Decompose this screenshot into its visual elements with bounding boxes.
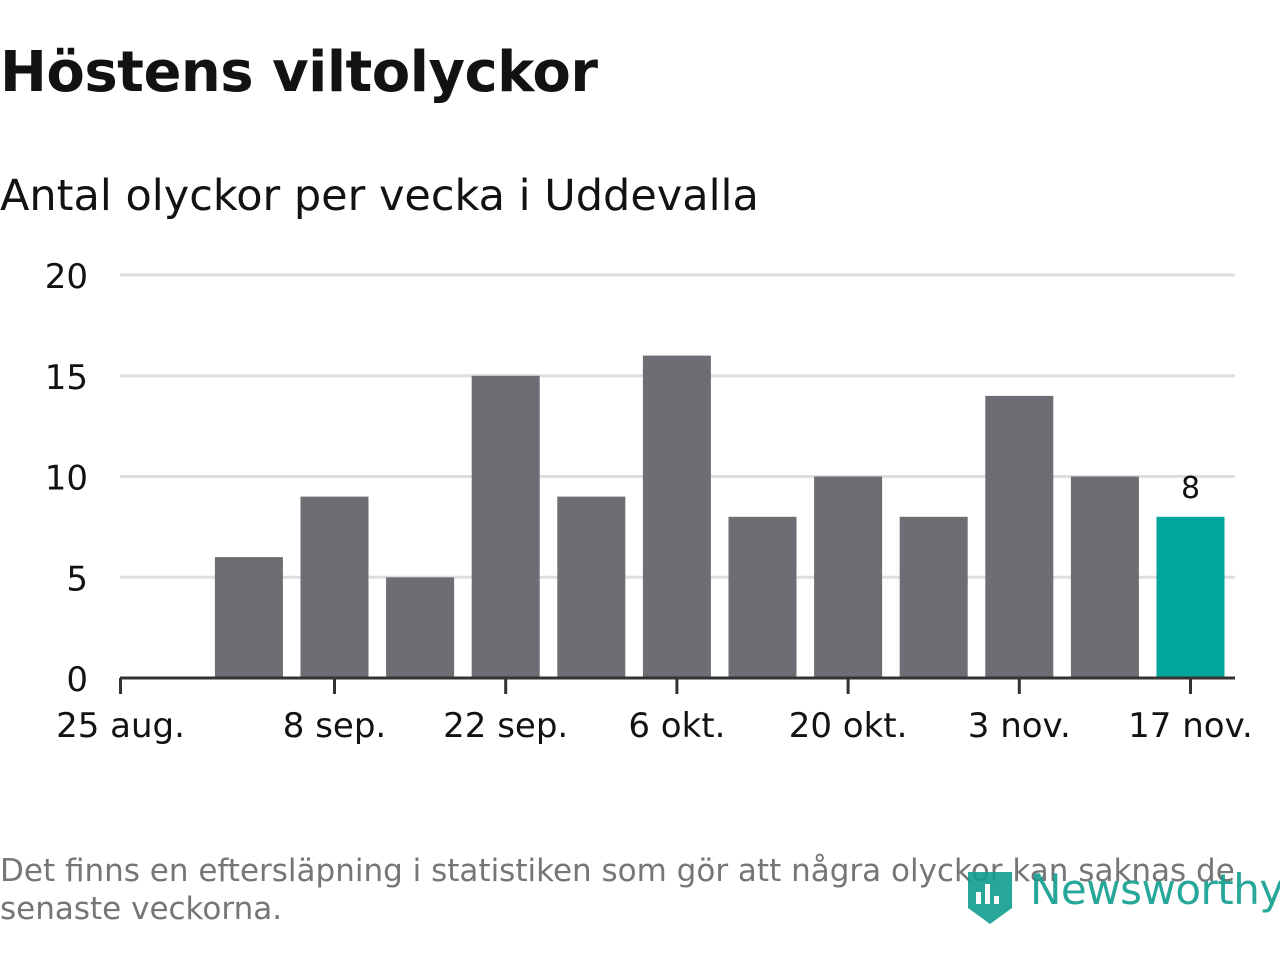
y-tick-label: 20: [45, 257, 88, 297]
x-tick-label: 17 nov.: [1128, 706, 1253, 746]
y-tick-label: 15: [45, 358, 88, 398]
y-tick-label: 10: [45, 459, 88, 499]
bar: [386, 577, 455, 679]
y-tick-label: 0: [66, 660, 88, 700]
data-labels: 8: [1181, 471, 1200, 506]
y-tick-label: 5: [66, 559, 88, 599]
bar: [728, 516, 797, 678]
bar: [1070, 476, 1139, 678]
bar-chart: 0 5 10 15 20 8 25 aug. 8 sep. 22 sep. 6 okt. 20 …: [45, 257, 1253, 746]
x-tick-label: 6 okt.: [628, 706, 725, 746]
bar-highlighted: [1156, 516, 1225, 678]
bar: [214, 557, 283, 678]
newsworthy-logo-icon: [968, 872, 1012, 924]
bar: [300, 496, 369, 678]
data-label: 8: [1181, 471, 1200, 506]
newsworthy-logo: Newsworthy: [964, 862, 1280, 928]
chart-subtitle: Antal olyckor per vecka i Uddevalla: [0, 171, 759, 221]
y-axis-ticks: 0 5 10 15 20: [45, 257, 88, 700]
bar: [642, 355, 711, 678]
newsworthy-brand: Newsworthy: [1030, 865, 1280, 914]
x-tick-label: 8 sep.: [283, 706, 386, 746]
bar: [557, 496, 626, 678]
bar: [471, 375, 540, 679]
bars: [214, 355, 1225, 679]
footnote: Det finns en eftersläpning i statistiken…: [0, 853, 1235, 927]
x-axis-ticks: 25 aug. 8 sep. 22 sep. 6 okt. 20 okt. 3 nov. 1…: [56, 678, 1253, 746]
chart-title: Höstens viltolyckor: [0, 40, 598, 105]
x-tick-label: 20 okt.: [789, 706, 908, 746]
bar: [814, 476, 883, 678]
x-tick-label: 22 sep.: [443, 706, 568, 746]
bar: [985, 395, 1054, 678]
x-tick-label: 25 aug.: [56, 706, 185, 746]
bar: [899, 516, 968, 678]
x-tick-label: 3 nov.: [968, 706, 1071, 746]
